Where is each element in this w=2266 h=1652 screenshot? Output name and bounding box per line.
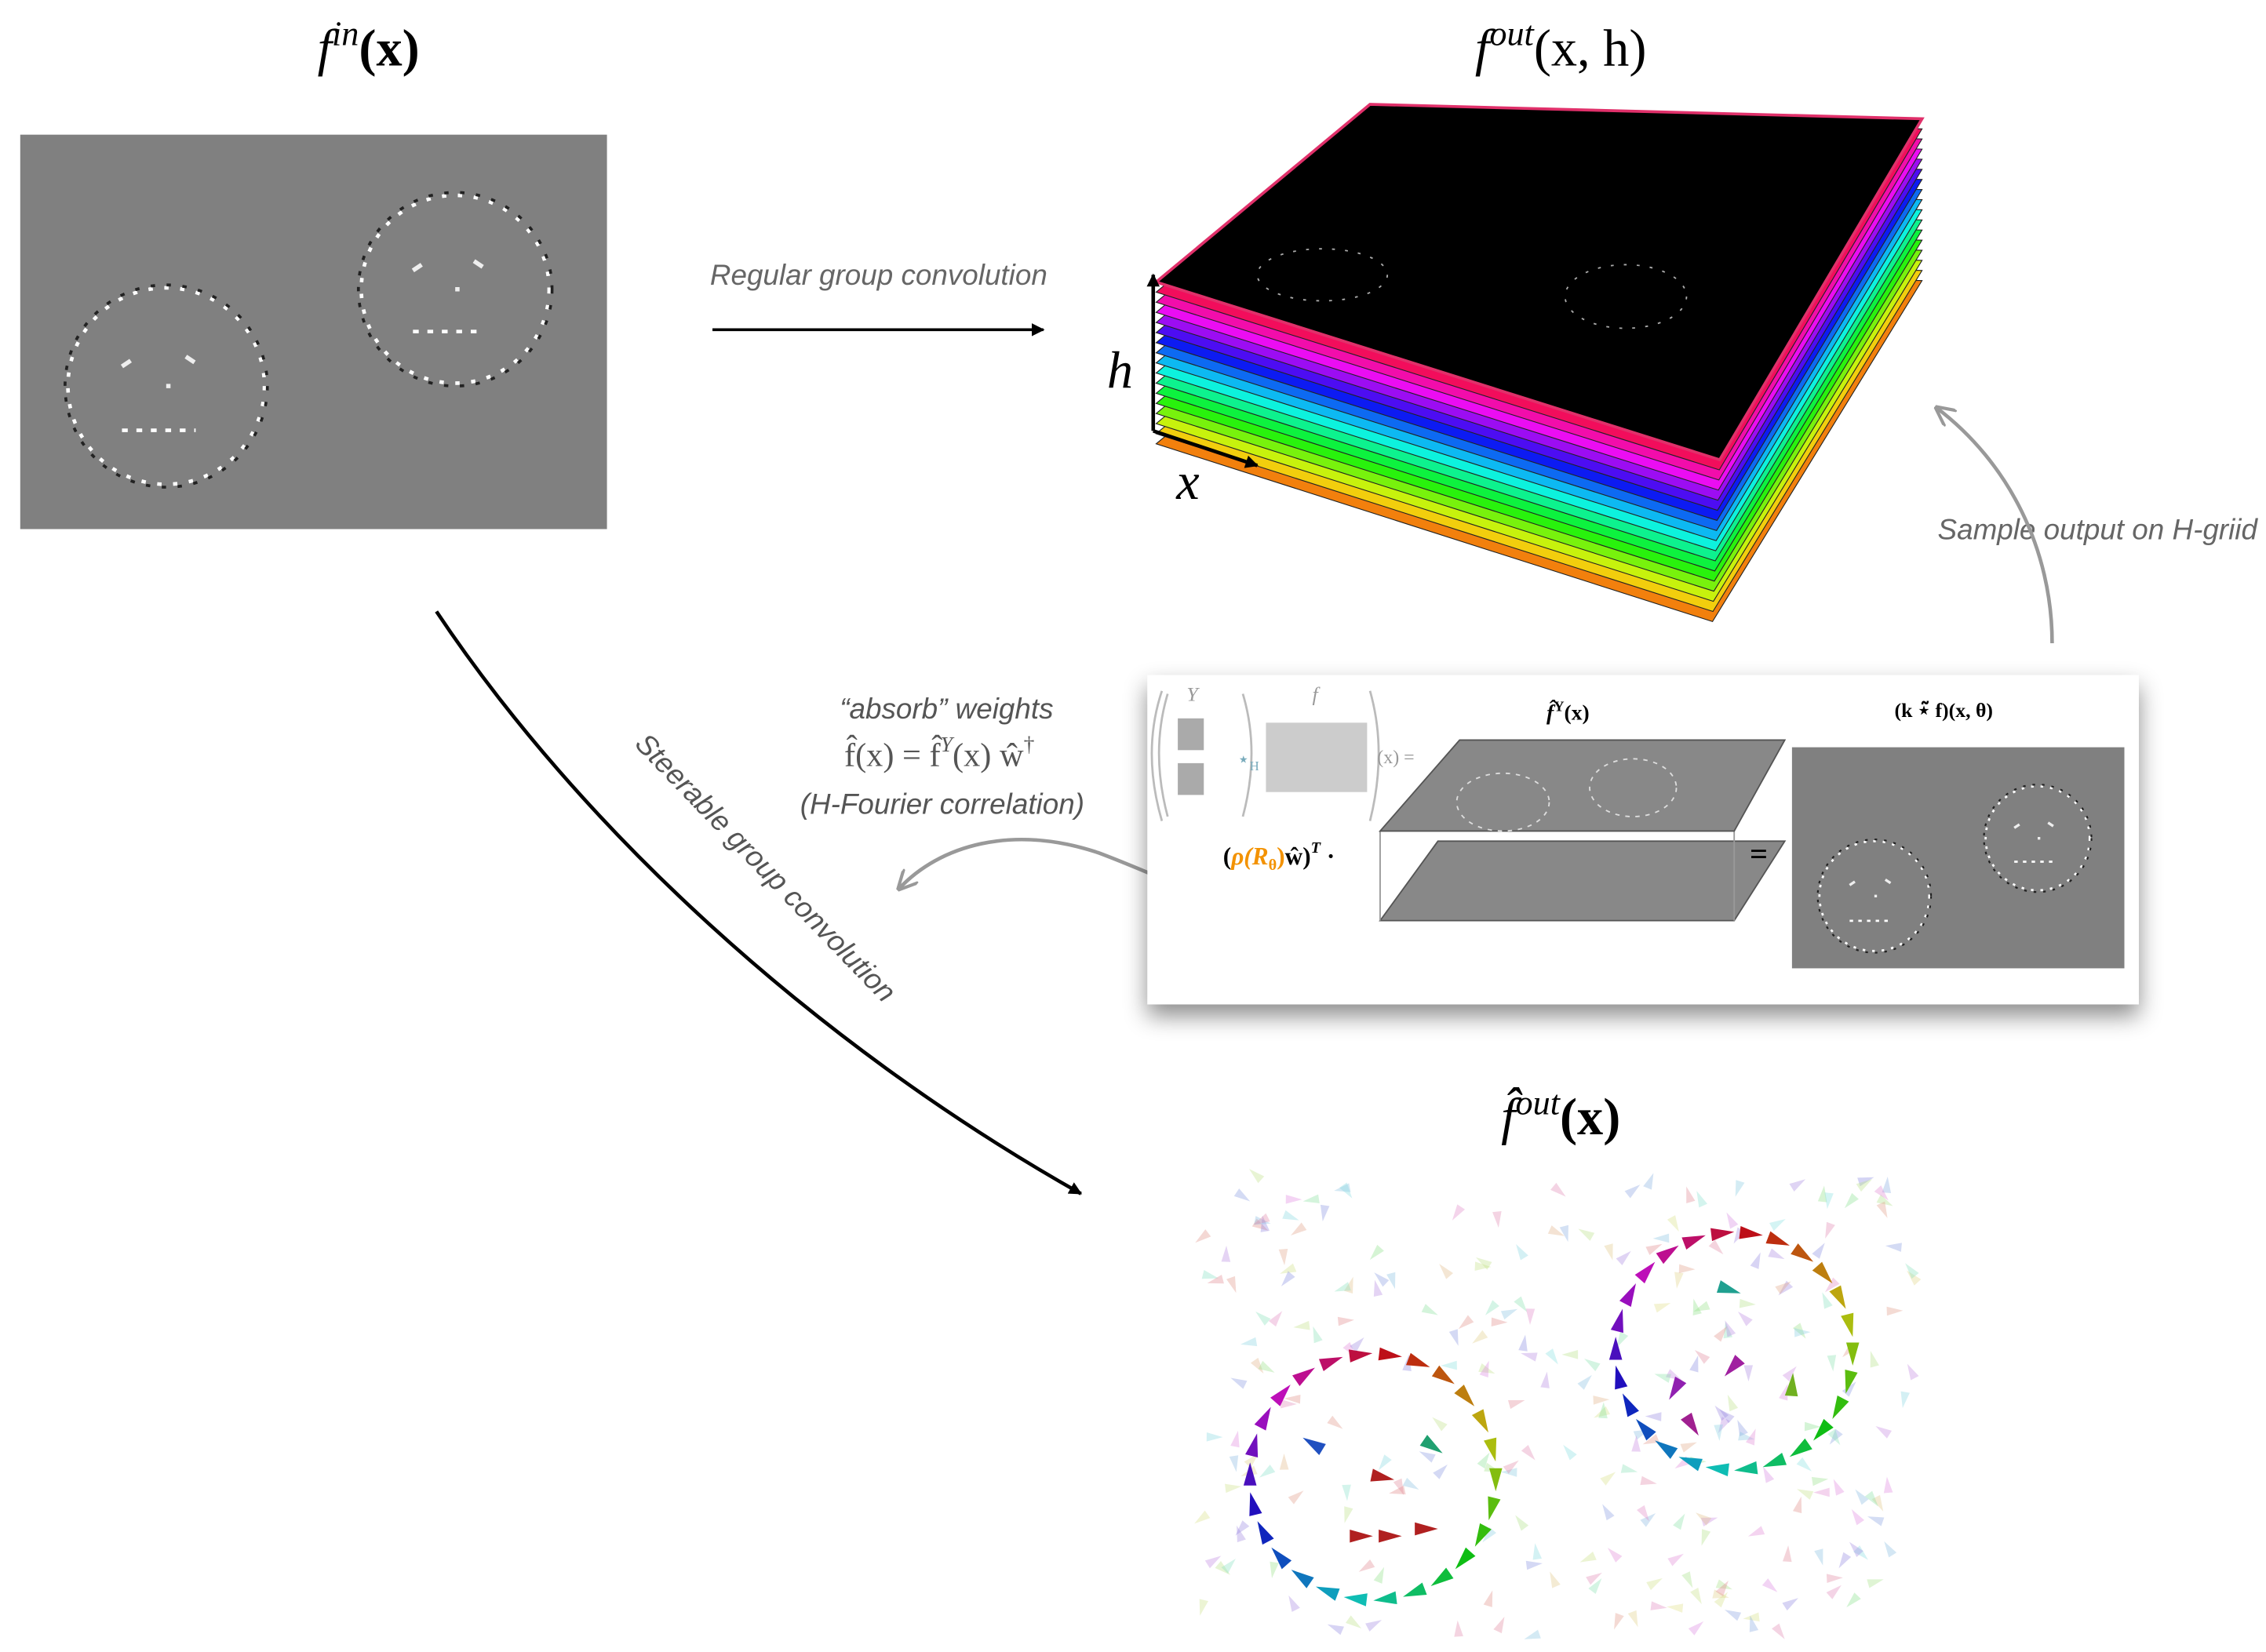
title-sup: out <box>1489 14 1535 53</box>
steerable-title: f̂out(x) <box>1501 1083 1620 1146</box>
title-sup: in <box>332 14 359 53</box>
feature-stack <box>1156 104 1922 621</box>
absorb-formula: f̂(x) = f̂Y(x) ŵ† <box>844 732 1034 773</box>
regular-label: Regular group convolution <box>710 259 1047 291</box>
inset-feature-label: f̂Y(x) <box>1546 699 1590 725</box>
filter-thumb <box>1178 763 1204 795</box>
inset-result-label: (k ⋆̃ f)(x, θ) <box>1895 699 1993 722</box>
h-axis-label: h <box>1107 342 1133 399</box>
output-title: fout(x, h) <box>1475 14 1646 77</box>
inset-eq1: (x) = <box>1377 748 1414 768</box>
absorb-note: (H-Fourier correlation) <box>800 788 1084 820</box>
vector-field-image <box>1193 1166 1925 1652</box>
label-args: (x) <box>1565 700 1590 725</box>
inset-eq2: = <box>1750 836 1768 871</box>
formula-part: (x) ŵ <box>953 737 1024 774</box>
input-image <box>20 135 607 529</box>
formula-part: f̂(x) = f̂ <box>844 734 942 773</box>
diagram: fin(x) Regular group convolution fout(x,… <box>0 0 2266 1652</box>
filter-thumb <box>1178 719 1204 751</box>
title-sup: out <box>1516 1083 1561 1122</box>
w-rho: ρ(R <box>1230 842 1268 870</box>
sample-label: Sample output on H-griid <box>1938 513 2259 545</box>
input-title: fin(x) <box>318 14 420 77</box>
w-part: ) <box>1277 842 1284 870</box>
title-args: (x, h) <box>1534 20 1647 77</box>
label-sup: Y <box>1554 699 1564 715</box>
absorb-heading: “absorb” weights <box>840 693 1053 725</box>
inset-panel: Y f ⋆H (x) = f̂Y(x) (k ⋆̃ f)(x, θ) = (ρ(… <box>1147 675 2139 1005</box>
w-part: ŵ) <box>1285 842 1311 870</box>
w-sub: θ <box>1269 857 1277 874</box>
conv-sub: H <box>1250 759 1259 773</box>
title-args: (x) <box>1560 1089 1620 1146</box>
w-part: ( <box>1223 842 1231 870</box>
input-thumb <box>1266 722 1367 791</box>
formula-sup: † <box>1024 732 1035 756</box>
plane-bottom <box>1380 841 1785 920</box>
w-part: · <box>1321 842 1335 870</box>
result-image <box>1792 748 2125 969</box>
conv-sym: ⋆ <box>1237 748 1250 771</box>
title-args: (x) <box>359 20 419 77</box>
image-bg <box>20 135 607 529</box>
x-axis-label: x <box>1175 453 1199 511</box>
page: fin(x) Regular group convolution fout(x,… <box>0 0 2266 1652</box>
